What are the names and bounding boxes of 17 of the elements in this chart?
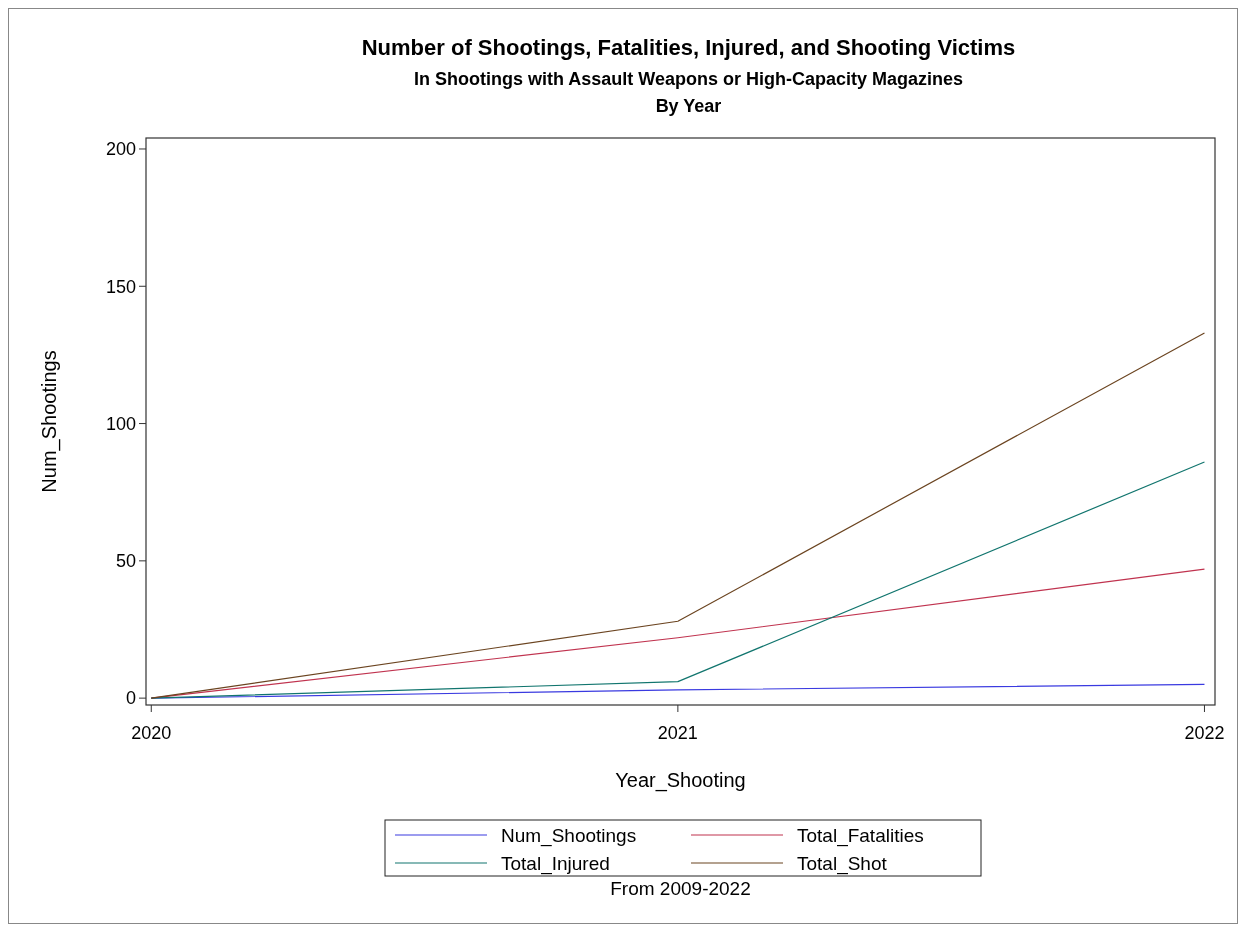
y-tick-label: 0	[125, 688, 136, 709]
legend-label: Total_Injured	[501, 852, 610, 875]
y-tick-label: 50	[115, 551, 136, 572]
y-tick-label: 150	[105, 276, 136, 297]
y-tick-label: 200	[105, 139, 136, 160]
x-axis-title: Year_Shooting	[615, 769, 746, 792]
x-tick-label: 2022	[1184, 723, 1225, 743]
x-tick-label: 2021	[657, 723, 698, 743]
text: From 2009-2022	[610, 878, 751, 899]
x-tick-label: 2020	[131, 723, 172, 743]
legend-label: Total_Shot	[797, 852, 888, 875]
y-axis-title: Num_Shootings	[38, 350, 61, 493]
chart-subtitle: In Shootings with Assault Weapons or High-Capacity Magazines By Year	[413, 69, 964, 116]
legend-label: Total_Fatalities	[797, 824, 924, 847]
chart-title: Number of Shootings, Fatalities, Injured, and Shooting Victims	[361, 35, 1016, 60]
y-tick-label: 100	[105, 413, 136, 434]
legend-label: Num_Shootings	[501, 824, 637, 847]
